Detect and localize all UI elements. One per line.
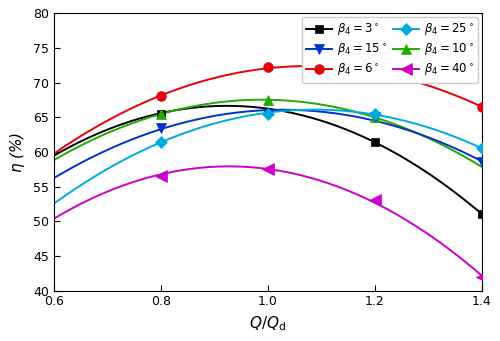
X-axis label: $Q/Q_{\mathrm{d}}$: $Q/Q_{\mathrm{d}}$ bbox=[250, 314, 286, 333]
Y-axis label: $\eta$ (%): $\eta$ (%) bbox=[8, 131, 28, 173]
Legend: $\beta_4=3^\circ$, $\beta_4=15^\circ$, $\beta_4=6^\circ$, $\beta_4=25^\circ$, $\: $\beta_4=3^\circ$, $\beta_4=15^\circ$, $… bbox=[302, 17, 478, 83]
